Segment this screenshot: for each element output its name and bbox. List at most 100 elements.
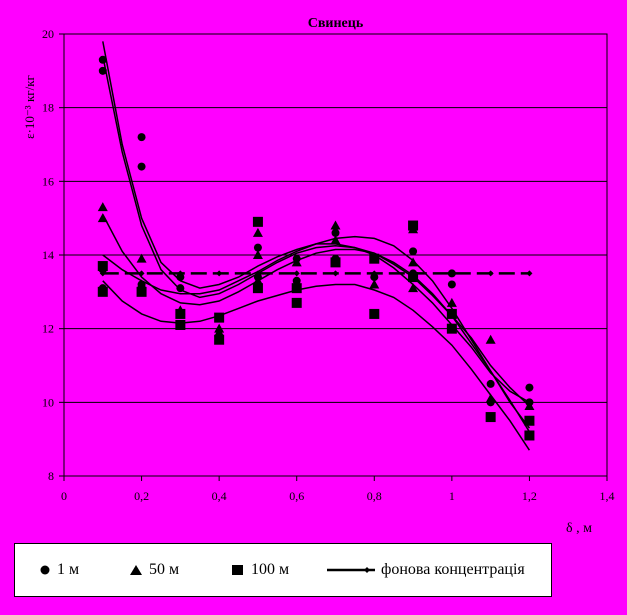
background-point xyxy=(487,270,494,277)
y-tick-label: 16 xyxy=(42,174,54,188)
x-tick-label: 0,2 xyxy=(134,489,149,503)
point-square xyxy=(330,257,341,268)
point-triangle xyxy=(252,275,263,285)
legend-label: 100 м xyxy=(251,561,290,578)
trend-line xyxy=(102,41,530,403)
legend: 1 м 50 м 100 м фонова концентрація xyxy=(14,543,552,597)
point-square xyxy=(485,412,496,423)
trend-line xyxy=(102,214,531,433)
background-point xyxy=(138,270,145,277)
legend-item-50m: 50 м xyxy=(129,561,179,579)
x-tick-label: 1,2 xyxy=(522,489,537,503)
point-triangle xyxy=(485,393,496,403)
y-tick-label: 8 xyxy=(48,469,54,483)
point-circle xyxy=(137,133,146,142)
background-point xyxy=(332,270,339,277)
y-tick-label: 12 xyxy=(42,322,54,336)
point-triangle xyxy=(252,250,263,259)
legend-label: 1 м xyxy=(57,561,80,578)
dashed-line-icon xyxy=(327,567,375,573)
x-tick-label: 0 xyxy=(61,489,67,503)
legend-item-background: фонова концентрація xyxy=(327,561,525,579)
data-markers xyxy=(97,55,535,441)
point-triangle xyxy=(136,253,147,263)
square-marker-icon xyxy=(232,565,243,575)
trend-line xyxy=(102,280,531,451)
background-point xyxy=(526,270,533,277)
point-circle xyxy=(447,269,456,278)
x-tick-label: 1 xyxy=(449,489,455,503)
y-axis-label: ε·10⁻³ кг/кг xyxy=(22,75,37,139)
y-tick-label: 10 xyxy=(42,395,54,409)
x-tick-label: 1,4 xyxy=(600,489,615,503)
point-square xyxy=(214,312,225,323)
background-point xyxy=(293,270,300,277)
point-square xyxy=(446,323,457,334)
point-circle xyxy=(486,379,495,388)
point-square xyxy=(408,272,419,283)
point-triangle xyxy=(369,279,380,289)
chart-title: Свинець xyxy=(308,16,364,31)
point-triangle xyxy=(446,297,457,307)
point-triangle xyxy=(252,227,263,237)
point-triangle xyxy=(291,257,302,267)
point-circle xyxy=(409,247,418,256)
point-triangle xyxy=(524,401,535,411)
legend-item-100m: 100 м xyxy=(231,561,289,579)
legend-label: фонова концентрація xyxy=(381,561,525,578)
legend-item-1m: 1 м xyxy=(39,561,79,579)
axes xyxy=(59,33,608,481)
triangle-marker-icon xyxy=(130,565,142,575)
point-triangle xyxy=(214,327,225,337)
point-square xyxy=(291,283,302,294)
point-circle xyxy=(370,273,379,282)
chart-text: 8 10 12 14 16 18 20 0 0,2 0,4 0,6 0,8 1 1,2 1,4 Свинець… xyxy=(22,16,615,536)
point-square xyxy=(369,308,380,319)
point-square xyxy=(291,297,302,308)
x-tick-label: 0,6 xyxy=(289,489,304,503)
point-square xyxy=(175,319,186,330)
point-circle xyxy=(447,280,456,289)
point-square xyxy=(524,430,535,441)
point-square xyxy=(252,283,263,294)
x-axis-label: δ , м xyxy=(566,521,592,536)
point-square xyxy=(97,261,108,272)
point-circle xyxy=(98,55,107,64)
point-square xyxy=(446,308,457,319)
trend-lines xyxy=(102,41,531,451)
point-circle xyxy=(98,66,107,75)
point-triangle xyxy=(330,235,341,245)
y-tick-label: 18 xyxy=(42,101,54,115)
point-circle xyxy=(176,273,185,282)
point-square xyxy=(175,308,186,319)
point-triangle xyxy=(97,213,108,223)
point-triangle xyxy=(136,279,147,289)
circle-marker-icon xyxy=(40,565,50,575)
x-tick-label: 0,4 xyxy=(212,489,227,503)
background-point xyxy=(216,270,223,277)
trend-line xyxy=(102,55,530,407)
x-tick-label: 0,8 xyxy=(367,489,382,503)
point-square xyxy=(369,253,380,264)
point-circle xyxy=(331,228,340,237)
legend-label: 50 м xyxy=(149,561,180,578)
point-circle xyxy=(176,284,185,293)
trend-line xyxy=(102,235,530,429)
point-triangle xyxy=(485,334,496,344)
y-tick-label: 20 xyxy=(42,27,54,41)
point-triangle xyxy=(408,283,419,293)
point-square xyxy=(524,415,535,426)
point-triangle xyxy=(330,220,341,230)
point-triangle xyxy=(408,257,419,267)
point-circle xyxy=(253,243,262,252)
point-circle xyxy=(525,383,534,392)
point-square xyxy=(136,286,147,297)
point-square xyxy=(408,220,419,231)
y-tick-label: 14 xyxy=(42,248,54,262)
point-square xyxy=(214,334,225,345)
point-triangle xyxy=(97,202,108,212)
point-circle xyxy=(137,162,146,171)
point-square xyxy=(252,216,263,227)
point-square xyxy=(97,286,108,297)
